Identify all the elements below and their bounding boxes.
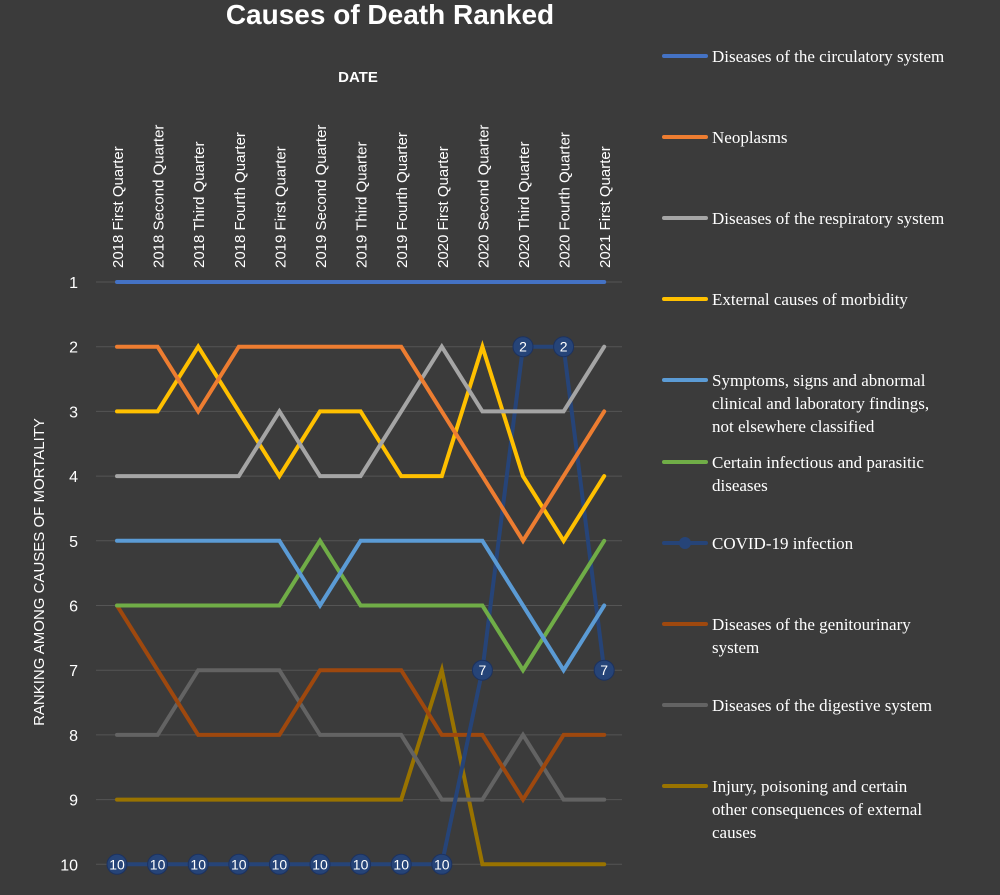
data-label: 10 bbox=[272, 856, 288, 872]
x-tick-label: 2020 First Quarter bbox=[435, 146, 452, 268]
legend-marker bbox=[679, 537, 691, 549]
legend-label-line: other consequences of external bbox=[712, 800, 922, 819]
y-tick-label: 9 bbox=[69, 793, 78, 810]
x-tick-label: 2019 Third Quarter bbox=[354, 142, 371, 268]
labels-layer: 1 2 3 4 5 6 7 8 9 10 2018 First Quarter 2018 Second… bbox=[60, 125, 614, 875]
data-point bbox=[390, 853, 412, 875]
legend-label: Diseases of the genitourinary system bbox=[712, 615, 911, 657]
legend-label-line: Diseases of the respiratory system bbox=[712, 209, 944, 228]
data-point bbox=[147, 853, 169, 875]
data-label: 10 bbox=[109, 856, 125, 872]
x-tick-label: 2018 First Quarter bbox=[110, 146, 127, 268]
data-point bbox=[228, 853, 250, 875]
y-axis-title: RANKING AMONG CAUSES OF MORTALITY bbox=[31, 418, 48, 726]
legend-label: Neoplasms bbox=[712, 128, 788, 147]
data-label: 10 bbox=[150, 856, 166, 872]
data-label: 7 bbox=[600, 662, 608, 678]
data-point bbox=[553, 336, 575, 358]
data-label: 2 bbox=[560, 339, 568, 355]
legend-label: External causes of morbidity bbox=[712, 290, 908, 309]
grid-layer bbox=[96, 281, 622, 865]
x-tick-label: 2021 First Quarter bbox=[597, 146, 614, 268]
data-point bbox=[268, 853, 290, 875]
legend-label: COVID-19 infection bbox=[712, 534, 854, 553]
y-tick-label: 8 bbox=[69, 728, 78, 745]
x-tick-label: 2019 First Quarter bbox=[272, 146, 289, 268]
data-label: 2 bbox=[519, 339, 527, 355]
series-line bbox=[115, 537, 607, 674]
legend-layer: Diseases of the circulatory system Neopla… bbox=[662, 47, 944, 842]
legend-label-line: External causes of morbidity bbox=[712, 290, 908, 309]
y-tick-label: 5 bbox=[69, 534, 78, 551]
data-label: 10 bbox=[231, 856, 247, 872]
x-tick-label: 2018 Third Quarter bbox=[191, 142, 208, 268]
data-point bbox=[471, 659, 493, 681]
legend-label: Injury, poisoning and certain other conse… bbox=[712, 777, 922, 842]
x-tick-label: 2018 Fourth Quarter bbox=[232, 132, 249, 268]
chart-title: Causes of Death Ranked bbox=[226, 0, 554, 30]
data-point bbox=[512, 336, 534, 358]
legend-label-line: Symptoms, signs and abnormal bbox=[712, 371, 926, 390]
legend-label: Diseases of the circulatory system bbox=[712, 47, 944, 66]
legend-label: Diseases of the digestive system bbox=[712, 696, 932, 715]
data-label: 10 bbox=[393, 856, 409, 872]
legend-label-line: Neoplasms bbox=[712, 128, 788, 147]
legend-label-line: Injury, poisoning and certain bbox=[712, 777, 908, 796]
y-tick-label: 3 bbox=[69, 404, 78, 421]
x-tick-label: 2019 Second Quarter bbox=[313, 125, 330, 268]
legend-label: Symptoms, signs and abnormal clinical and… bbox=[712, 371, 929, 436]
series-line bbox=[115, 538, 607, 674]
legend-label-line: Diseases of the circulatory system bbox=[712, 47, 944, 66]
legend-label-line: diseases bbox=[712, 476, 768, 495]
y-tick-label: 6 bbox=[69, 599, 78, 616]
x-tick-label: 2020 Third Quarter bbox=[516, 142, 533, 268]
series-line bbox=[115, 662, 607, 867]
legend-label-line: causes bbox=[712, 823, 756, 842]
data-point bbox=[309, 853, 331, 875]
series-line bbox=[115, 603, 607, 804]
legend-label-line: not elsewhere classified bbox=[712, 417, 875, 436]
series-line bbox=[115, 668, 607, 802]
data-label: 10 bbox=[353, 856, 369, 872]
legend-label-line: Diseases of the genitourinary bbox=[712, 615, 911, 634]
legend-label-line: clinical and laboratory findings, bbox=[712, 394, 929, 413]
data-label: 7 bbox=[479, 662, 487, 678]
x-tick-label: 2018 Second Quarter bbox=[151, 125, 168, 268]
lines-layer bbox=[115, 280, 607, 867]
y-tick-label: 1 bbox=[69, 275, 78, 292]
data-point bbox=[187, 853, 209, 875]
legend-label-line: Certain infectious and parasitic bbox=[712, 453, 924, 472]
legend-label-line: system bbox=[712, 638, 759, 657]
data-label: 10 bbox=[312, 856, 328, 872]
x-tick-label: 2020 Fourth Quarter bbox=[557, 132, 574, 268]
legend-label-line: COVID-19 infection bbox=[712, 534, 854, 553]
x-tick-label: 2019 Fourth Quarter bbox=[394, 132, 411, 268]
data-point bbox=[350, 853, 372, 875]
data-point bbox=[431, 853, 453, 875]
x-axis-title: DATE bbox=[338, 69, 378, 86]
legend-label: Certain infectious and parasitic diseases bbox=[712, 453, 924, 495]
y-tick-label: 2 bbox=[69, 340, 78, 357]
y-tick-label: 4 bbox=[69, 469, 78, 486]
data-label: 10 bbox=[190, 856, 206, 872]
legend-label: Diseases of the respiratory system bbox=[712, 209, 944, 228]
x-tick-label: 2020 Second Quarter bbox=[475, 125, 492, 268]
series-line bbox=[115, 342, 607, 479]
data-point bbox=[593, 659, 615, 681]
marker-layer: 10 10 10 10 10 10 10 10 10 7 2 2 7 bbox=[106, 336, 615, 875]
legend-label-line: Diseases of the digestive system bbox=[712, 696, 932, 715]
data-point bbox=[106, 853, 128, 875]
y-tick-label: 10 bbox=[60, 857, 78, 874]
data-label: 10 bbox=[434, 856, 450, 872]
series-line bbox=[115, 340, 607, 545]
y-tick-label: 7 bbox=[69, 663, 78, 680]
series-line bbox=[115, 344, 607, 545]
